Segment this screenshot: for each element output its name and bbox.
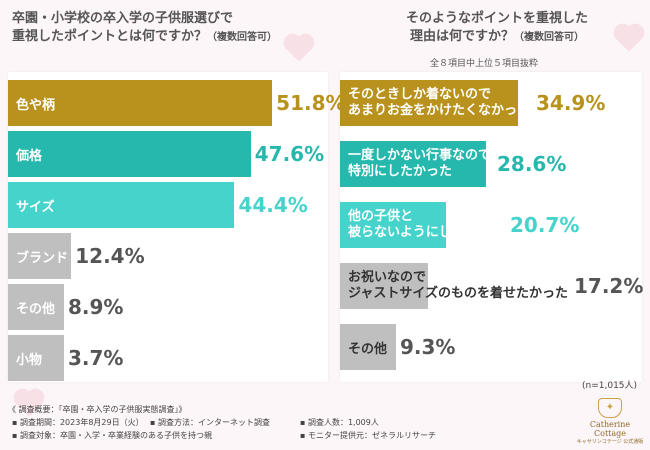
bar-label: 他の子供と 被らないようにしたかった	[348, 209, 504, 240]
bar-row: 色や柄 51.8%	[8, 80, 346, 126]
brand-logo: ✦ Catherine Cottage キャサリンコテージ 公式通販	[575, 398, 645, 448]
bar	[8, 284, 64, 330]
bar-row: その他 8.9%	[8, 284, 328, 330]
bar-label: 小物	[16, 352, 43, 368]
bar-value-label: 51.8%	[276, 91, 346, 115]
sample-size-label: (n=1,015人)	[582, 381, 638, 391]
right-chart: そのときしか着ないので あまりお金をかけたくなかった 34.9% 一度しかない行事な…	[340, 72, 644, 382]
crest-icon: ✦	[598, 398, 622, 418]
survey-heading: 《 調査概要：「卒園・卒入学の子供服実態調査」》	[8, 405, 187, 414]
bar-label: お祝いなので ジャストサイズのものを着せたかった	[348, 270, 568, 301]
bar-label: 価格	[16, 148, 43, 164]
bar-value-label: 8.9%	[68, 295, 124, 319]
bar-value-label: 44.4%	[238, 193, 308, 217]
bar-label: 色や柄	[16, 97, 56, 113]
bar-label: そのときしか着ないので あまりお金をかけたくなかった	[348, 87, 531, 118]
bar	[8, 335, 64, 381]
bar	[340, 80, 518, 126]
bar-row: 一度しかない行事なので 特別にしたかった 28.6%	[340, 141, 642, 187]
bar	[8, 80, 273, 126]
bar-value-label: 47.6%	[254, 142, 325, 166]
bar-value-label: 20.7%	[510, 213, 580, 237]
bar-row: 価格 47.6%	[8, 131, 328, 177]
survey-provider: ▪ モニター提供元：ゼネラルリサーチ	[300, 431, 436, 440]
bar-value-label: 3.7%	[68, 346, 124, 370]
bar	[8, 182, 235, 228]
bar-row: その他 9.3%	[340, 324, 642, 370]
survey-period: ▪ 調査期間：2023年8月29日（火）	[12, 418, 144, 427]
bar	[8, 131, 251, 177]
bar-value-label: 17.2%	[574, 274, 644, 298]
bar-value-label: 9.3%	[400, 335, 456, 359]
bar-row: お祝いなので ジャストサイズのものを着せたかった 17.2%	[340, 263, 644, 309]
bar	[340, 141, 486, 187]
left-chart-title: 卒園・小学校の卒入学の子供服選びで 重視したポイントとは何ですか？（複数回答可）	[12, 11, 278, 44]
bar-label: ブランド	[16, 250, 69, 266]
bar	[340, 202, 446, 248]
bar-value-label: 28.6%	[497, 152, 567, 176]
right-chart-title: そのようなポイントを重視した 理由は何ですか？（複数回答可）	[405, 11, 588, 44]
survey-count: ▪ 調査人数：1,009人	[300, 418, 379, 427]
right-chart-subtitle: 全８項目中上位５項目抜粋	[430, 59, 539, 69]
bar-label: その他	[348, 341, 388, 357]
left-chart: 色や柄 51.8% 価格 47.6% サイズ 44.4% ブランド 12.4% その他 8.9% 小…	[8, 72, 346, 382]
bar-row: そのときしか着ないので あまりお金をかけたくなかった 34.9%	[340, 80, 642, 126]
bar-row: ブランド 12.4%	[8, 233, 328, 279]
bar-label: サイズ	[16, 199, 55, 215]
bar-label: その他	[16, 301, 56, 317]
bar	[8, 233, 72, 279]
bar	[340, 324, 396, 370]
bar-row: 小物 3.7%	[8, 335, 328, 381]
survey-target: ▪ 調査対象：卒園・入学・卒業経験のある子供を持つ親	[12, 431, 212, 440]
bar-label: 一度しかない行事なので 特別にしたかった	[348, 148, 492, 179]
bar	[340, 263, 428, 309]
bar-row: サイズ 44.4%	[8, 182, 328, 228]
bar-row: 他の子供と 被らないようにしたかった 20.7%	[340, 202, 642, 248]
survey-method: ▪ 調査方法：インターネット調査	[150, 418, 270, 427]
bar-value-label: 34.9%	[536, 91, 606, 115]
bar-value-label: 12.4%	[75, 244, 145, 268]
